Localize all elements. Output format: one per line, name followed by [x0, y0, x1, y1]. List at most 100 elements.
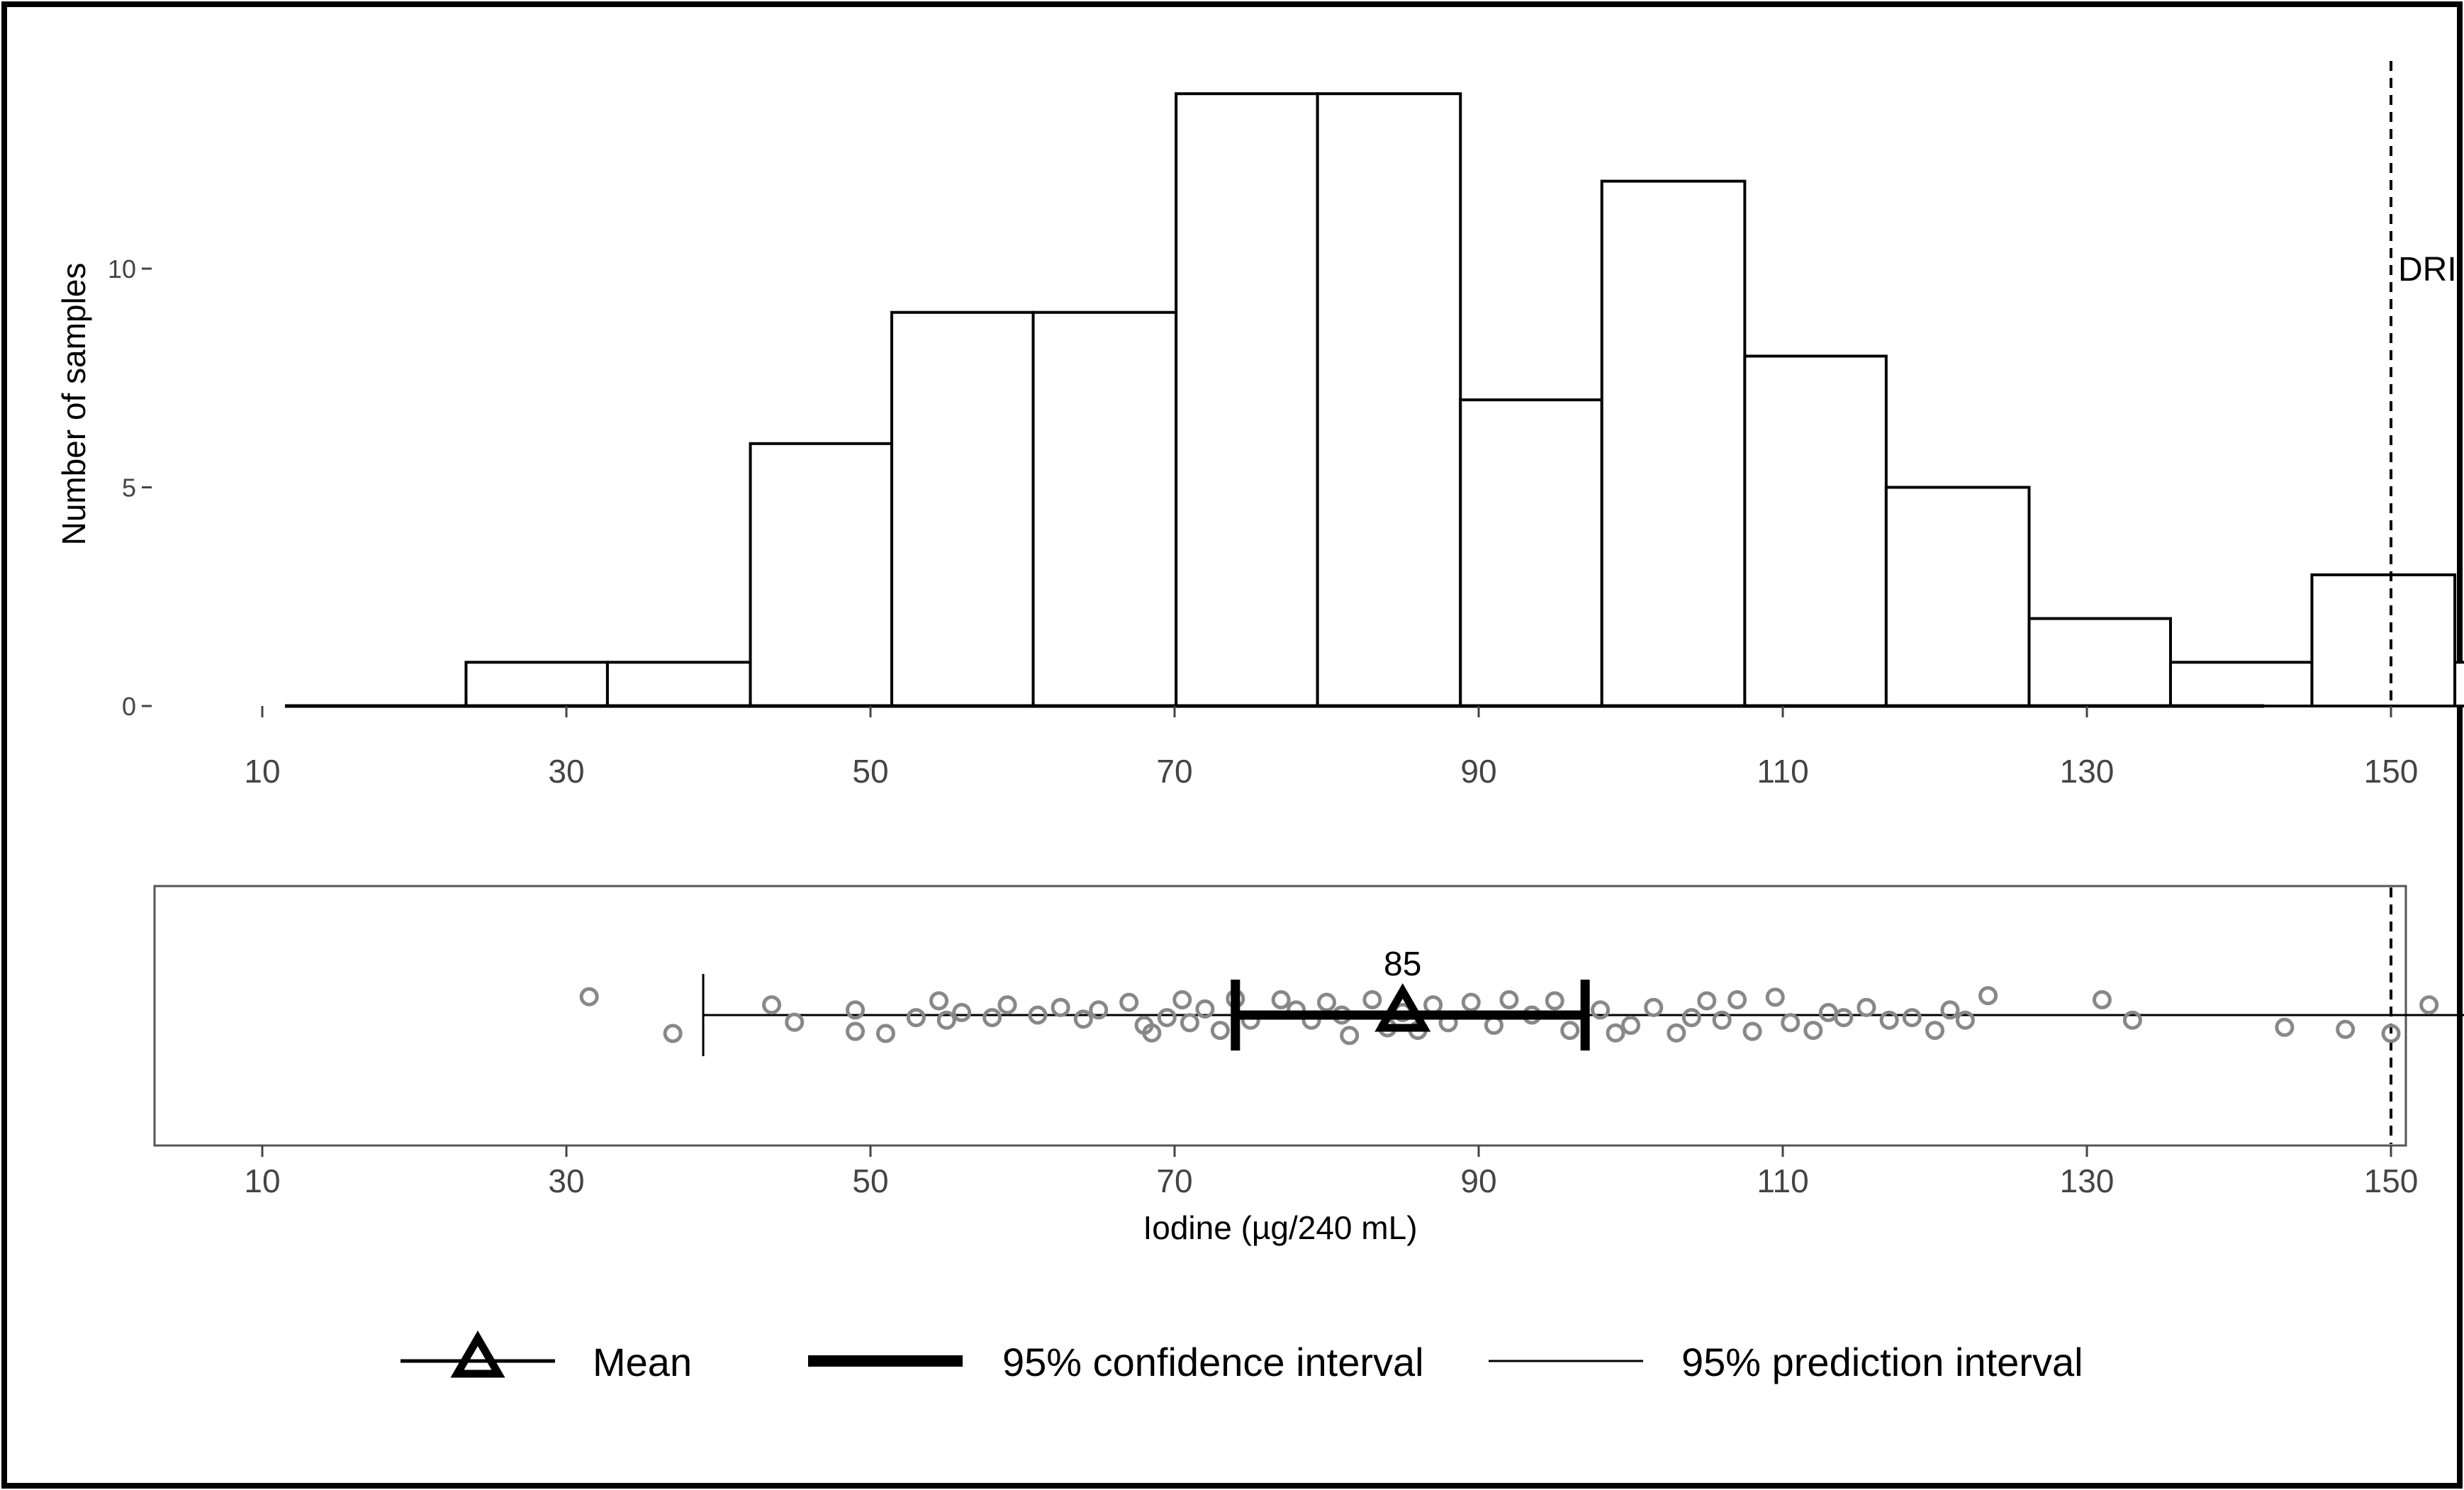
data-point: [1978, 986, 1998, 1006]
data-point: [982, 1008, 1002, 1028]
data-point: [846, 1000, 866, 1020]
legend: Mean 95% confidence interval 95% predict…: [401, 1331, 2083, 1384]
y-axis-title: Number of samples: [55, 263, 92, 546]
strip-panel: 85 1030507090110130150170190210230250270…: [153, 885, 2464, 1246]
histogram-bar: [1743, 354, 1888, 707]
data-point: [663, 1024, 683, 1043]
data-point: [1362, 990, 1382, 1009]
data-point: [1028, 1005, 1048, 1025]
x-axis-title: Iodine (µg/240 mL): [1143, 1209, 1417, 1246]
x-tick-label: 30: [548, 1163, 584, 1199]
data-point: [1180, 1013, 1199, 1033]
legend-label-prediction-interval: 95% prediction interval: [1681, 1340, 2083, 1384]
x-tick-label: 10: [244, 753, 280, 790]
histogram-bars: [464, 92, 2464, 708]
data-point: [1119, 992, 1139, 1012]
data-point: [1606, 1023, 1625, 1043]
x-tick-label: 70: [1156, 753, 1192, 790]
legend-triangle-icon: [450, 1331, 505, 1378]
histogram-bar: [2168, 661, 2314, 707]
legend-label-confidence-interval: 95% confidence interval: [1002, 1340, 1424, 1384]
legend-item-mean: Mean: [401, 1331, 692, 1384]
data-point: [1591, 1000, 1611, 1020]
x-tick-label: 110: [1757, 753, 1808, 790]
data-point: [1051, 997, 1070, 1017]
histogram-bar: [2027, 617, 2172, 707]
data-points: [579, 986, 2439, 1046]
strip-x-ticks: 1030507090110130150170190210230250270: [244, 1145, 2419, 1199]
data-point: [1461, 992, 1481, 1012]
x-tick-label: 150: [2364, 1163, 2419, 1199]
data-point: [936, 1010, 956, 1030]
histogram-bar: [2453, 661, 2464, 707]
y-tick-label: 5: [122, 474, 136, 503]
data-point: [1667, 1023, 1686, 1043]
data-point: [875, 1024, 895, 1043]
legend-label-mean: Mean: [593, 1340, 692, 1384]
data-point: [2092, 990, 2112, 1009]
data-point: [579, 987, 599, 1007]
data-point: [2122, 1010, 2142, 1030]
data-point: [1742, 1021, 1762, 1041]
data-point: [1499, 990, 1519, 1009]
data-point: [1681, 1008, 1701, 1028]
data-point: [1195, 999, 1215, 1019]
histogram-bar: [2310, 573, 2457, 708]
data-point: [1073, 1009, 1093, 1029]
x-tick-label: 90: [1460, 753, 1496, 790]
data-point: [952, 1002, 972, 1022]
data-point: [1172, 990, 1192, 1009]
confidence-interval: [1231, 980, 1590, 1051]
data-point: [1157, 1008, 1177, 1028]
data-point: [1955, 1010, 1975, 1030]
legend-item-prediction-interval: 95% prediction interval: [1489, 1340, 2083, 1384]
data-point: [1727, 990, 1747, 1009]
data-point: [1781, 1013, 1801, 1033]
histogram-bar: [1459, 398, 1603, 707]
data-point: [1089, 1000, 1109, 1020]
x-tick-label: 30: [548, 753, 584, 790]
histogram-x-ticks: 1030507090110130150170190210230250270: [244, 706, 2419, 790]
x-tick-label: 150: [2364, 753, 2419, 790]
x-tick-label: 50: [852, 1163, 888, 1199]
data-point: [1271, 990, 1291, 1009]
data-point: [1940, 1000, 1960, 1020]
histogram-bar: [1031, 310, 1178, 707]
data-point: [1545, 991, 1564, 1011]
y-tick-label: 0: [122, 692, 136, 721]
histogram-bar: [605, 661, 752, 707]
data-point: [906, 1008, 926, 1028]
histogram-bar: [1175, 92, 1319, 707]
x-tick-label: 130: [2060, 753, 2115, 790]
histogram-bar: [1884, 486, 2031, 707]
prediction-interval: [702, 974, 2464, 1056]
data-point: [762, 995, 782, 1015]
data-point: [1340, 1026, 1360, 1046]
histogram-y-ticks: 0 5 10: [108, 254, 152, 721]
x-tick-label: 130: [2060, 1163, 2115, 1199]
data-point: [2419, 995, 2439, 1015]
data-point: [1803, 1021, 1823, 1041]
dri-label: DRI = 150µg: [2398, 251, 2464, 289]
data-point: [1834, 1008, 1854, 1028]
x-tick-label: 10: [244, 1163, 280, 1199]
data-point: [997, 995, 1017, 1015]
histogram-bar: [1600, 179, 1747, 708]
data-point: [1879, 1010, 1899, 1030]
histogram-bar: [464, 661, 609, 707]
x-tick-label: 50: [852, 753, 888, 790]
histogram-bar: [749, 442, 894, 707]
data-point: [1765, 987, 1785, 1007]
data-point: [1621, 1015, 1640, 1035]
data-point: [1317, 992, 1336, 1012]
data-point: [1925, 1021, 1944, 1041]
x-tick-label: 70: [1156, 1163, 1192, 1199]
data-point: [1857, 997, 1876, 1017]
data-point: [2381, 1024, 2401, 1043]
legend-item-confidence-interval: 95% confidence interval: [808, 1340, 1424, 1384]
data-point: [2336, 1019, 2356, 1039]
mean-value-label: 85: [1384, 946, 1421, 983]
data-point: [1697, 991, 1717, 1011]
data-point: [929, 991, 949, 1011]
